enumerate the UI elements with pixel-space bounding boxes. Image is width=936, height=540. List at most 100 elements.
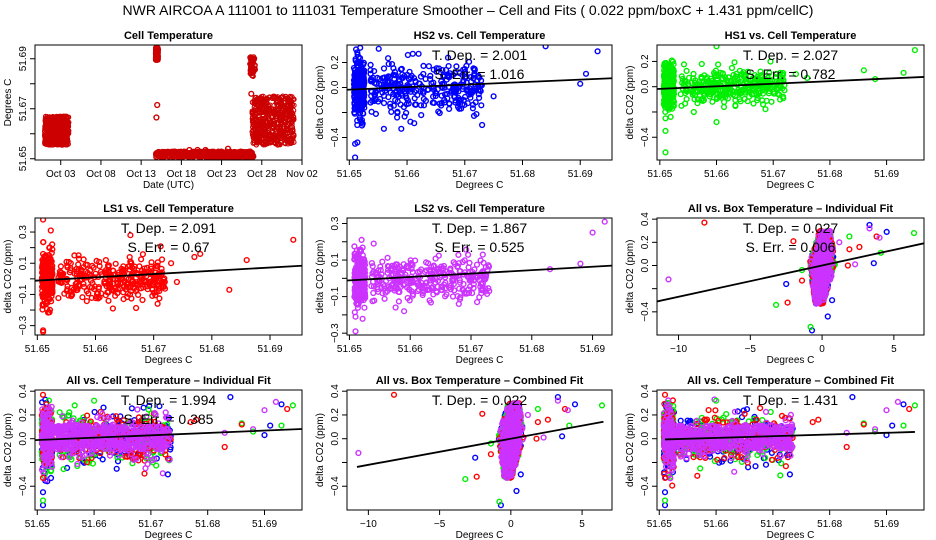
data-point xyxy=(449,293,457,300)
data-point xyxy=(477,280,485,287)
data-point xyxy=(418,111,425,119)
data-point xyxy=(154,300,161,307)
data-point xyxy=(474,299,481,306)
y-tick-label: 0.0 xyxy=(330,80,341,94)
x-tick-label: 51.65 xyxy=(25,344,50,355)
data-point xyxy=(251,57,257,63)
data-point xyxy=(804,74,811,82)
data-point xyxy=(661,101,668,109)
data-point xyxy=(709,98,716,105)
data-point xyxy=(40,239,47,246)
data-point xyxy=(719,75,726,82)
fit-line xyxy=(347,264,612,282)
data-point xyxy=(248,153,255,160)
data-point xyxy=(461,70,468,78)
data-point xyxy=(352,55,359,63)
data-point xyxy=(171,148,177,155)
data-point xyxy=(257,98,264,105)
data-point xyxy=(126,254,133,261)
data-point xyxy=(279,102,285,108)
data-point xyxy=(681,100,689,107)
data-point xyxy=(355,301,362,308)
data-point xyxy=(444,95,451,102)
data-point xyxy=(42,117,49,124)
data-point xyxy=(709,89,716,96)
data-point xyxy=(148,265,155,272)
data-point xyxy=(759,90,767,97)
data-point xyxy=(662,92,670,100)
data-point xyxy=(399,71,406,78)
data-point xyxy=(260,111,266,118)
data-point xyxy=(197,250,204,258)
data-point xyxy=(427,75,434,83)
data-point xyxy=(459,258,466,266)
data-point xyxy=(61,290,68,297)
data-point xyxy=(40,263,47,270)
data-point xyxy=(416,268,424,275)
data-point xyxy=(411,95,418,102)
data-point xyxy=(285,106,292,113)
data-point xyxy=(374,270,381,277)
data-point xyxy=(48,249,55,257)
data-point xyxy=(397,80,404,87)
data-point xyxy=(154,101,161,109)
data-point xyxy=(401,113,408,120)
data-point xyxy=(388,108,395,116)
data-point xyxy=(63,127,70,134)
data-point xyxy=(662,115,669,122)
data-point xyxy=(109,305,117,312)
x-tick-label: 51.69 xyxy=(568,169,593,180)
x-tick-label: 51.65 xyxy=(337,344,362,355)
data-point xyxy=(156,295,163,302)
data-point xyxy=(45,266,52,273)
data-point xyxy=(75,252,82,259)
x-tick-label: 51.69 xyxy=(580,344,605,355)
data-point xyxy=(582,70,590,77)
data-point xyxy=(47,142,53,148)
data-point xyxy=(369,263,376,270)
data-point xyxy=(291,116,297,123)
data-point xyxy=(249,62,255,68)
data-point xyxy=(766,87,773,95)
data-point xyxy=(111,285,118,292)
data-point xyxy=(360,110,367,117)
data-point xyxy=(147,263,155,270)
data-point xyxy=(381,285,388,292)
data-point xyxy=(601,218,608,225)
y-tick-label: 0.1 xyxy=(330,253,341,267)
data-point xyxy=(357,101,364,108)
data-point xyxy=(192,153,199,159)
data-point xyxy=(128,295,135,302)
data-point xyxy=(79,294,86,301)
data-point xyxy=(455,251,462,259)
data-point xyxy=(102,292,109,299)
data-point xyxy=(358,236,365,244)
data-point xyxy=(278,130,285,136)
data-point xyxy=(87,273,94,280)
data-point xyxy=(434,277,442,285)
data-point xyxy=(352,140,359,147)
data-point xyxy=(394,109,401,117)
data-point xyxy=(451,93,458,100)
data-point xyxy=(359,120,366,127)
data-point xyxy=(104,289,111,296)
data-point xyxy=(249,131,256,138)
data-point xyxy=(742,75,750,83)
data-point xyxy=(443,291,450,298)
data-point xyxy=(194,146,201,154)
data-point xyxy=(451,287,458,294)
data-point xyxy=(119,266,127,273)
data-point xyxy=(860,67,868,74)
data-point xyxy=(432,255,439,262)
data-point xyxy=(379,89,386,96)
data-point xyxy=(265,140,271,146)
data-point xyxy=(406,286,413,293)
data-point xyxy=(428,264,435,271)
data-point xyxy=(424,86,431,94)
data-point xyxy=(202,146,209,154)
data-point xyxy=(358,65,365,73)
data-point xyxy=(438,92,445,99)
data-point xyxy=(173,278,181,286)
data-point xyxy=(91,286,98,293)
